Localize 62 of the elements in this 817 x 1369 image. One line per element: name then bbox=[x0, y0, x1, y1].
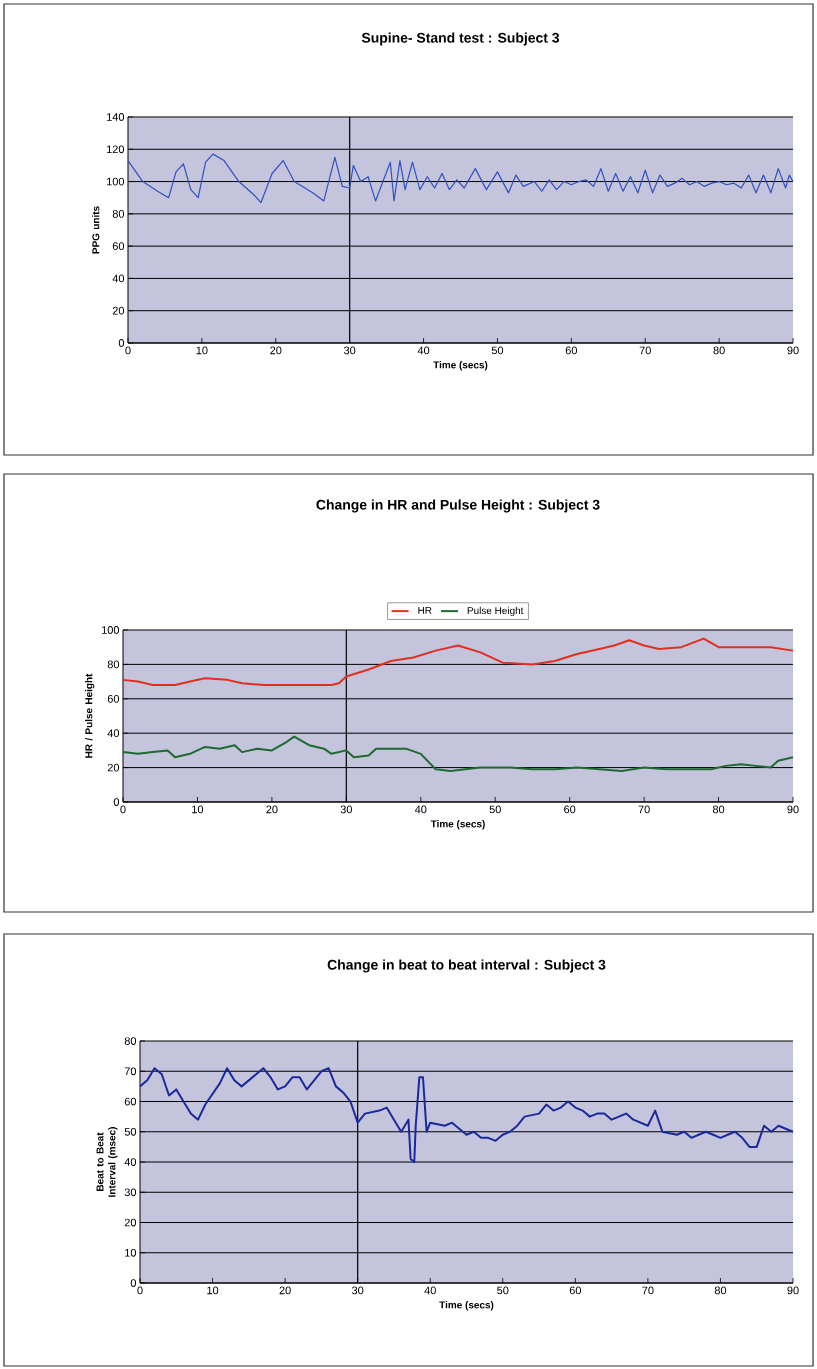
chart-title: Supine- Stand test : Subject 3 bbox=[361, 32, 560, 46]
x-axis-title: Time (secs) bbox=[433, 361, 488, 371]
x-tick-label: 20 bbox=[266, 805, 278, 814]
y-tick-label: 10 bbox=[125, 1248, 137, 1257]
x-tick-label: 40 bbox=[424, 1286, 436, 1295]
legend-label: Pulse Height bbox=[467, 606, 524, 617]
x-tick-label: 50 bbox=[497, 1286, 509, 1295]
x-tick-label: 70 bbox=[642, 1286, 654, 1295]
y-tick-label: 40 bbox=[124, 1158, 137, 1166]
y-axis-title: PPG units bbox=[92, 206, 100, 254]
y-tick-label: 40 bbox=[112, 274, 125, 283]
y-tick-label: 20 bbox=[107, 763, 120, 772]
x-tick-label: 20 bbox=[279, 1286, 291, 1295]
y-tick-label: 80 bbox=[112, 209, 125, 218]
chart-title: Change in HR and Pulse Height : Subject 3 bbox=[316, 499, 600, 513]
x-tick-label: 30 bbox=[352, 1286, 364, 1295]
x-tick-label: 10 bbox=[192, 805, 204, 814]
x-tick-label: 60 bbox=[564, 805, 576, 814]
y-tick-label: 120 bbox=[107, 145, 125, 154]
y-tick-label: 20 bbox=[124, 1218, 137, 1227]
x-axis-title: Time (secs) bbox=[439, 1301, 494, 1311]
y-tick-label: 80 bbox=[107, 660, 120, 669]
y-tick-label: 100 bbox=[102, 626, 120, 634]
x-tick-label: 80 bbox=[714, 1286, 727, 1295]
y-tick-label: 140 bbox=[107, 113, 125, 121]
x-axis-title: Time (secs) bbox=[430, 820, 485, 830]
y-tick-label: 30 bbox=[124, 1188, 137, 1197]
x-tick-label: 60 bbox=[569, 1286, 581, 1295]
y-tick-label: 70 bbox=[124, 1067, 137, 1076]
y-tick-label: 100 bbox=[107, 177, 125, 186]
x-tick-label: 50 bbox=[489, 805, 501, 814]
chart-title: Change in beat to beat interval : Subject 3 bbox=[327, 959, 606, 973]
y-tick-label: 20 bbox=[112, 306, 125, 315]
y-tick-label: 0 bbox=[113, 798, 120, 806]
y-axis-title: HR / Pulse Height bbox=[85, 673, 95, 758]
y-tick-label: 50 bbox=[124, 1127, 137, 1136]
x-tick-label: 80 bbox=[712, 805, 725, 814]
x-tick-label: 50 bbox=[491, 346, 504, 355]
legend-label: HR bbox=[418, 606, 432, 614]
x-tick-label: 60 bbox=[565, 346, 577, 355]
x-tick-label: 20 bbox=[270, 346, 282, 355]
x-tick-label: 0 bbox=[137, 1286, 143, 1295]
y-tick-label: 0 bbox=[130, 1279, 137, 1287]
x-tick-label: 70 bbox=[639, 346, 651, 355]
x-tick-label: 90 bbox=[787, 805, 799, 814]
y-tick-label: 60 bbox=[124, 1097, 137, 1106]
x-tick-label: 70 bbox=[638, 805, 650, 814]
y-tick-label: 0 bbox=[118, 339, 125, 347]
x-tick-label: 30 bbox=[340, 805, 352, 814]
x-tick-label: 40 bbox=[414, 805, 427, 814]
y-tick-label: 60 bbox=[112, 242, 125, 251]
x-tick-label: 90 bbox=[787, 346, 799, 355]
x-tick-label: 30 bbox=[344, 346, 356, 355]
x-tick-label: 90 bbox=[787, 1286, 799, 1295]
x-tick-label: 10 bbox=[196, 346, 208, 355]
y-tick-label: 60 bbox=[107, 694, 120, 703]
y-tick-label: 40 bbox=[107, 729, 120, 738]
x-tick-label: 10 bbox=[207, 1286, 219, 1295]
x-tick-label: 80 bbox=[713, 346, 725, 355]
y-axis-title: Beat to Beat Interval (msec) bbox=[96, 1127, 118, 1197]
x-tick-label: 40 bbox=[417, 346, 430, 355]
y-tick-label: 80 bbox=[124, 1037, 137, 1045]
